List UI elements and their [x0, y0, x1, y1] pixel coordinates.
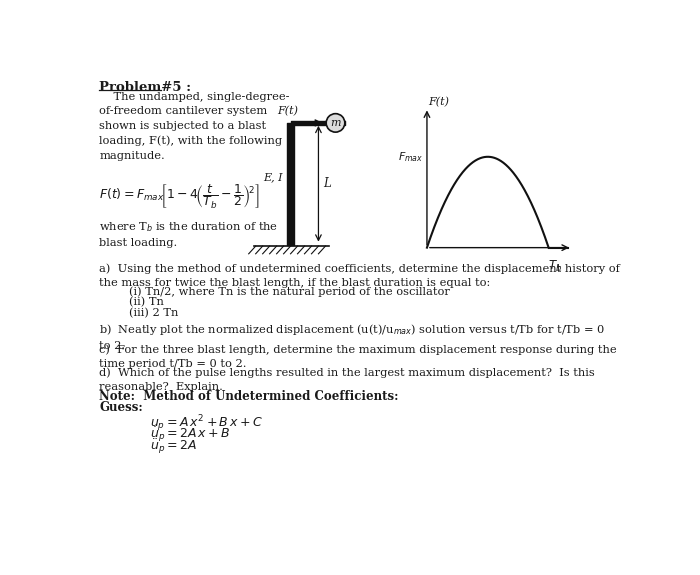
- Text: $T_b$: $T_b$: [548, 258, 562, 274]
- Text: $\ddot{u}_p = 2A$: $\ddot{u}_p = 2A$: [150, 438, 197, 457]
- Text: E, I: E, I: [263, 172, 283, 183]
- Text: F(t): F(t): [428, 97, 449, 108]
- Text: d)  Which of the pulse lengths resulted in the largest maximum displacement?  Is: d) Which of the pulse lengths resulted i…: [99, 368, 595, 392]
- Text: a)  Using the method of undetermined coefficients, determine the displacement hi: a) Using the method of undetermined coef…: [99, 263, 620, 288]
- Text: b)  Neatly plot the normalized displacement (u(t)/u$_{max}$) solution versus t/T: b) Neatly plot the normalized displaceme…: [99, 321, 606, 351]
- Text: where T$_b$ is the duration of the
blast loading.: where T$_b$ is the duration of the blast…: [99, 220, 279, 248]
- Text: Problem#5 :: Problem#5 :: [99, 81, 191, 94]
- Text: L: L: [323, 177, 331, 190]
- Text: (i) Tn/2, where Tn is the natural period of the oscillator: (i) Tn/2, where Tn is the natural period…: [129, 286, 449, 297]
- Text: $u_p = A\,x^2 + B\,x + C$: $u_p = A\,x^2 + B\,x + C$: [150, 413, 262, 434]
- Text: $F(t) = F_{max}\!\left[1 - 4\!\left(\dfrac{t}{T_b} - \dfrac{1}{2}\right)^{\!2}\r: $F(t) = F_{max}\!\left[1 - 4\!\left(\dfr…: [99, 183, 260, 211]
- Text: (iii) 2 Tn: (iii) 2 Tn: [129, 308, 178, 318]
- Text: m: m: [330, 118, 341, 128]
- Text: (ii) Tn: (ii) Tn: [129, 297, 163, 307]
- Text: Note:  Method of Undetermined Coefficients:: Note: Method of Undetermined Coefficient…: [99, 390, 398, 403]
- Circle shape: [326, 114, 345, 132]
- Text: $F_{max}$: $F_{max}$: [398, 150, 424, 164]
- Text: c)  For the three blast length, determine the maximum displacement response duri: c) For the three blast length, determine…: [99, 344, 617, 369]
- Text: The undamped, single-degree-
of-freedom cantilever system
shown is subjected to : The undamped, single-degree- of-freedom …: [99, 92, 290, 160]
- Text: Guess:: Guess:: [99, 401, 143, 414]
- Text: $\dot{u}_p = 2A\,x + B$: $\dot{u}_p = 2A\,x + B$: [150, 426, 230, 444]
- Text: F(t): F(t): [277, 106, 298, 117]
